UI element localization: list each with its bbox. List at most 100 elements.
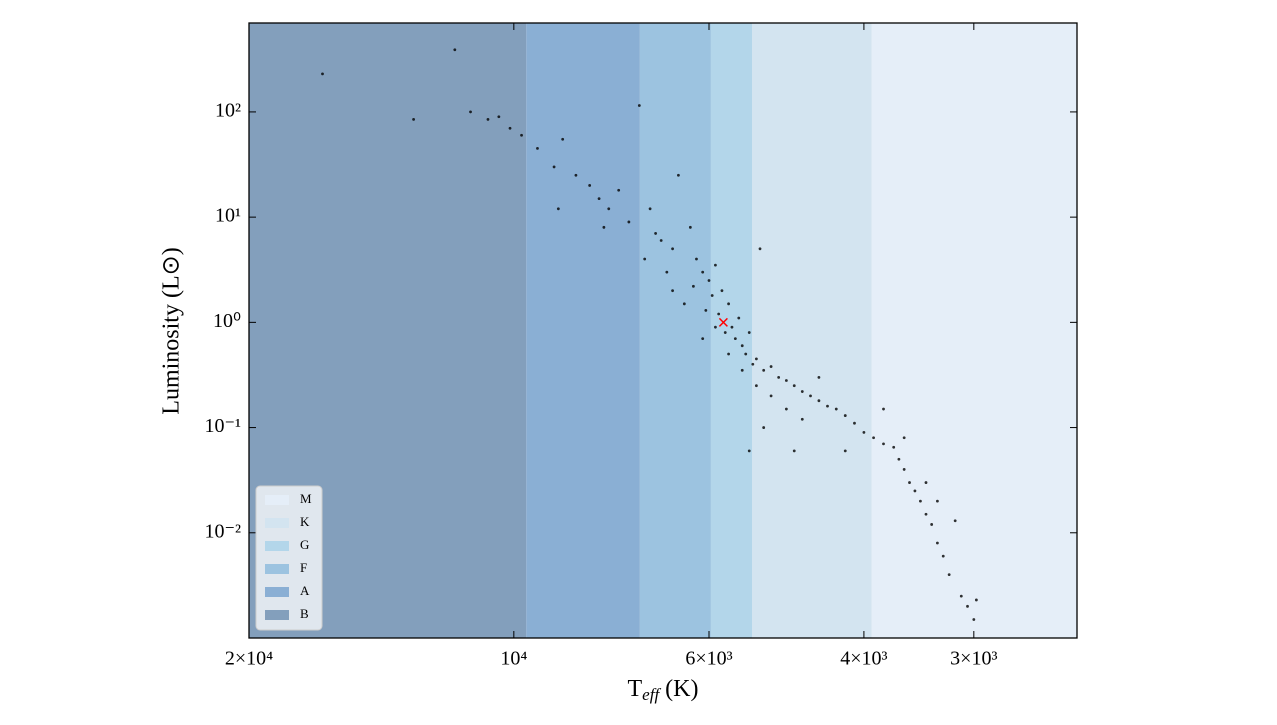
star-point (412, 117, 415, 121)
star-point (643, 257, 647, 261)
star-point (671, 247, 674, 251)
star-point (677, 173, 680, 177)
star-point (862, 430, 866, 434)
star-point (714, 325, 717, 329)
star-point (607, 207, 611, 211)
star-point (754, 357, 758, 361)
star-point (936, 499, 939, 503)
star-point (817, 399, 821, 403)
star-point (919, 499, 922, 503)
star-point (882, 407, 885, 411)
star-point (974, 598, 978, 602)
star-point (762, 368, 766, 372)
legend-swatch (265, 564, 289, 574)
star-point (556, 207, 560, 211)
star-point (497, 115, 501, 119)
star-point (707, 279, 711, 282)
star-point (902, 468, 906, 471)
x-axis-label: Teff (K) (628, 676, 699, 704)
star-point (617, 188, 621, 192)
star-point (769, 394, 773, 398)
star-point (737, 316, 741, 320)
star-point (902, 436, 906, 440)
star-point (714, 263, 717, 267)
star-point (769, 365, 773, 368)
star-point (758, 247, 762, 251)
star-point (486, 117, 490, 121)
star-point (574, 173, 578, 177)
star-point (688, 225, 692, 229)
star-point (701, 337, 705, 341)
x-tick-label: 3×10³ (950, 648, 997, 670)
star-point (659, 239, 663, 242)
star-point (671, 289, 674, 293)
star-point (597, 197, 601, 201)
star-point (740, 344, 744, 348)
sun-marker (718, 317, 728, 327)
x-tick-label: 6×10³ (685, 648, 732, 670)
star-point (754, 384, 758, 388)
star-point (720, 289, 724, 293)
legend-label: F (300, 560, 307, 575)
star-point (930, 523, 934, 526)
star-point (602, 225, 606, 229)
star-point (853, 421, 856, 425)
y-tick-label: 10² (215, 100, 241, 122)
star-point (733, 337, 737, 341)
star-point (453, 48, 457, 52)
star-point (784, 407, 788, 411)
star-point (882, 442, 885, 446)
star-point (723, 331, 727, 334)
star-point (897, 457, 901, 461)
star-point (872, 436, 875, 440)
star-point (727, 352, 730, 356)
star-point (747, 331, 751, 334)
y-axis-label: Luminosity (L⊙) (159, 247, 185, 414)
star-point (817, 375, 821, 379)
legend-label: K (300, 514, 310, 529)
legend-box (255, 485, 323, 631)
x-tick-label: 2×10⁴ (225, 648, 273, 670)
star-point (953, 519, 957, 523)
legend-label: M (300, 491, 312, 506)
star-point (627, 220, 631, 224)
star-point (947, 573, 951, 577)
plot-frame (248, 22, 1078, 639)
star-point (800, 390, 804, 393)
star-point (834, 407, 838, 411)
spectral-band (871, 23, 1077, 638)
legend-label: A (300, 583, 310, 598)
star-point (751, 362, 755, 366)
legend-swatch (265, 518, 289, 528)
legend-label: G (300, 537, 309, 552)
star-point (843, 414, 847, 417)
star-point (701, 270, 705, 274)
spectral-band (639, 23, 711, 638)
star-point (691, 284, 695, 288)
x-tick-label: 4×10³ (840, 648, 887, 670)
star-point (717, 312, 721, 316)
star-point (654, 232, 657, 235)
star-point (792, 384, 796, 388)
star-point (784, 379, 788, 382)
star-point (959, 594, 963, 598)
spectral-band (752, 23, 872, 638)
star-point (730, 325, 734, 329)
star-point (710, 294, 714, 297)
star-point (936, 541, 939, 545)
y-tick-label: 10⁰ (213, 310, 241, 332)
star-point (552, 165, 556, 169)
legend-label: B (300, 606, 309, 621)
star-point (843, 449, 847, 453)
y-tick-label: 10¹ (215, 205, 241, 227)
star-point (637, 104, 641, 107)
star-point (809, 394, 812, 398)
star-point (924, 481, 928, 484)
star-point (648, 207, 652, 211)
legend-swatch (265, 541, 289, 551)
star-point (924, 512, 928, 516)
star-point (792, 449, 796, 453)
star-point (744, 352, 748, 356)
star-point (508, 126, 512, 130)
star-point (747, 449, 751, 453)
